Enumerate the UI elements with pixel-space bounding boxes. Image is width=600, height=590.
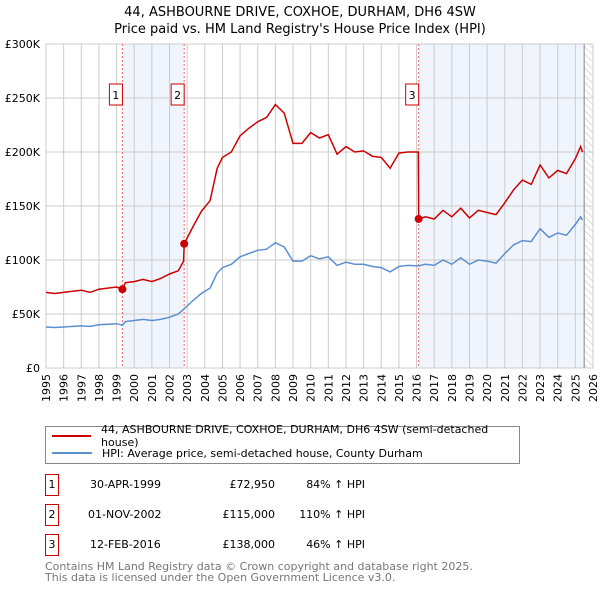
x-tick-label: 2004 bbox=[199, 374, 212, 402]
sale-label: 1 bbox=[112, 89, 119, 102]
line-chart: 1995 1996 1997 1998 1999 2000 2001 2002 2003 2004… bbox=[5, 38, 600, 402]
sale-hpi-change: 84% ↑ HPI bbox=[306, 478, 365, 491]
sale-price: £115,000 bbox=[222, 508, 276, 521]
legend-swatch-hpi bbox=[52, 452, 92, 454]
sale-hpi-change: 46% ↑ HPI bbox=[306, 538, 365, 551]
x-tick-label: 2005 bbox=[216, 374, 229, 402]
y-tick-label: £100K bbox=[5, 254, 41, 267]
x-tick-label: 2013 bbox=[358, 374, 371, 402]
sale-date: 01-NOV-2002 bbox=[88, 508, 162, 521]
sale-row: 3 12-FEB-2016 £138,000 46% ↑ HPI bbox=[45, 534, 445, 556]
x-tick-label: 2010 bbox=[305, 374, 318, 402]
chart-title: 44, ASHBOURNE DRIVE, COXHOE, DURHAM, DH6… bbox=[124, 5, 476, 20]
x-tick-label: 2020 bbox=[481, 374, 494, 402]
x-tick-label: 1999 bbox=[111, 374, 124, 402]
footer-line-1: Contains HM Land Registry data © Crown c… bbox=[45, 560, 473, 573]
legend: 44, ASHBOURNE DRIVE, COXHOE, DURHAM, DH6… bbox=[45, 423, 520, 464]
x-tick-label: 2016 bbox=[411, 374, 424, 402]
sale-label: 3 bbox=[409, 89, 416, 102]
x-tick-label: 2001 bbox=[146, 374, 159, 402]
chart-subtitle: Price paid vs. HM Land Registry's House … bbox=[114, 22, 486, 37]
x-tick-label: 2009 bbox=[287, 374, 300, 402]
y-tick-label: £200K bbox=[5, 146, 41, 159]
x-tick-label: 2019 bbox=[463, 374, 476, 402]
x-tick-label: 2026 bbox=[587, 374, 600, 402]
sale-date: 12-FEB-2016 bbox=[90, 538, 161, 551]
sale-label-box bbox=[108, 83, 123, 106]
sale-label: 2 bbox=[174, 89, 181, 102]
x-tick-label: 2012 bbox=[340, 374, 353, 402]
x-tick-label: 2021 bbox=[499, 374, 512, 402]
footer: Contains HM Land Registry data © Crown c… bbox=[45, 561, 473, 583]
sale-point bbox=[180, 239, 189, 248]
sale-point bbox=[414, 214, 423, 223]
sale-hpi-change: 110% ↑ HPI bbox=[299, 508, 365, 521]
hpi-line bbox=[45, 215, 584, 329]
x-tick-label: 2014 bbox=[375, 374, 388, 402]
legend-label-property: 44, ASHBOURNE DRIVE, COXHOE, DURHAM, DH6… bbox=[101, 423, 489, 449]
y-tick-label: £250K bbox=[5, 92, 41, 105]
sale-row: 1 30-APR-1999 £72,950 84% ↑ HPI bbox=[45, 474, 445, 496]
x-tick-label: 2007 bbox=[252, 374, 265, 402]
legend-item-hpi: HPI: Average price, semi-detached house,… bbox=[52, 445, 423, 461]
x-tick-label: 2002 bbox=[164, 374, 177, 402]
x-tick-label: 1996 bbox=[58, 374, 71, 402]
sale-label-box bbox=[405, 83, 420, 106]
sale-row: 2 01-NOV-2002 £115,000 110% ↑ HPI bbox=[45, 504, 445, 526]
sale-point bbox=[118, 285, 127, 294]
legend-item-property: 44, ASHBOURNE DRIVE, COXHOE, DURHAM, DH6… bbox=[52, 423, 519, 449]
sale-price: £138,000 bbox=[222, 538, 276, 551]
sale-marker-label: 1 bbox=[45, 474, 59, 496]
sale-marker-label: 2 bbox=[45, 504, 59, 526]
x-tick-label: 2015 bbox=[393, 374, 406, 402]
x-tick-label: 2025 bbox=[569, 374, 582, 402]
x-tick-label: 2011 bbox=[322, 374, 335, 402]
legend-swatch-property bbox=[52, 435, 92, 437]
y-tick-label: £50K bbox=[12, 308, 41, 321]
x-tick-label: 2023 bbox=[534, 374, 547, 402]
legend-label-hpi: HPI: Average price, semi-detached house,… bbox=[102, 446, 423, 460]
x-tick-label: 1997 bbox=[75, 374, 88, 402]
sale-label-box bbox=[170, 83, 185, 106]
sale-marker-label: 3 bbox=[45, 534, 59, 556]
x-tick-label: 2018 bbox=[446, 374, 459, 402]
x-tick-label: 1995 bbox=[40, 374, 53, 402]
x-tick-label: 2022 bbox=[516, 374, 529, 402]
x-tick-label: 2000 bbox=[128, 374, 141, 402]
sale-price: £72,950 bbox=[229, 478, 276, 491]
x-tick-label: 1998 bbox=[93, 374, 106, 402]
y-tick-label: £0 bbox=[26, 362, 40, 375]
y-tick-label: £150K bbox=[5, 200, 41, 213]
x-tick-label: 2024 bbox=[552, 374, 565, 402]
footer-line-2: This data is licensed under the Open Gov… bbox=[45, 571, 396, 584]
sale-date: 30-APR-1999 bbox=[90, 478, 162, 491]
x-tick-label: 2003 bbox=[181, 374, 194, 402]
x-tick-label: 2008 bbox=[269, 374, 282, 402]
x-tick-label: 2017 bbox=[428, 374, 441, 402]
price-paid-line bbox=[45, 103, 584, 295]
y-tick-label: £300K bbox=[5, 38, 41, 51]
x-tick-label: 2006 bbox=[234, 374, 247, 402]
